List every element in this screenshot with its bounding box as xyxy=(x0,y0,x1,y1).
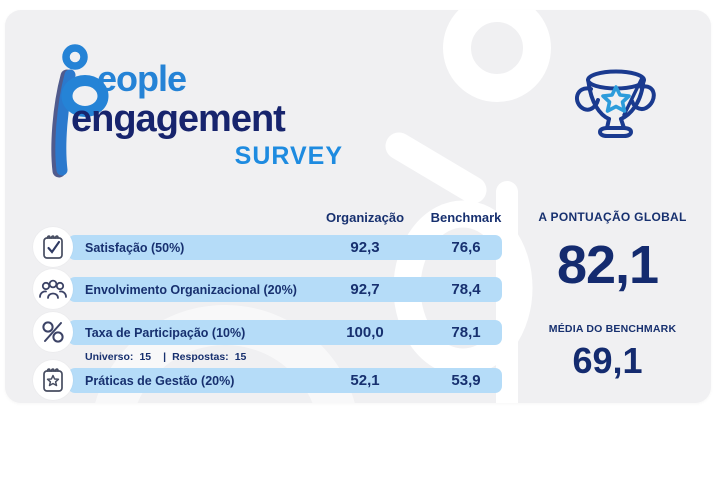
row-label: Taxa de Participação (10%) xyxy=(85,325,246,340)
logo-text-people: eople xyxy=(97,58,187,99)
report-card: eople engagement SURVEY Organização Benc… xyxy=(5,10,711,403)
universo-respostas-row: Universo: 15 | Respostas: 15 xyxy=(85,351,252,363)
table-row-satisfacao: Satisfação (50%) 92,3 76,6 xyxy=(68,235,502,260)
row-icon-circle xyxy=(33,227,73,267)
percent-icon xyxy=(42,321,64,343)
row-label: Satisfação (50%) xyxy=(85,240,185,255)
row-value-benchmark: 78,4 xyxy=(451,281,481,298)
row-value-organizacao: 92,7 xyxy=(350,281,380,298)
row-icon-circle xyxy=(33,312,73,352)
row-label: Envolvimento Organizacional (20%) xyxy=(85,282,297,297)
respostas-value: 15 xyxy=(234,351,247,363)
row-value-benchmark: 53,9 xyxy=(451,372,481,389)
global-score-value: 82,1 xyxy=(556,235,659,295)
clipboard-star-icon xyxy=(43,368,63,392)
table-row-envolvimento: Envolvimento Organizacional (20%) 92,7 7… xyxy=(68,277,502,302)
benchmark-average-value: 69,1 xyxy=(572,340,643,381)
logo-text-engagement: engagement xyxy=(71,98,286,140)
benchmark-average-label: MÉDIA DO BENCHMARK xyxy=(548,323,677,335)
universo-label: Universo: xyxy=(85,351,134,363)
row-value-organizacao: 92,3 xyxy=(350,239,380,256)
universo-value: 15 xyxy=(139,351,152,363)
global-score-label: A PONTUAÇÃO GLOBAL xyxy=(538,210,687,224)
trophy-star-icon xyxy=(601,85,631,113)
brand-logo: eople engagement SURVEY xyxy=(45,40,365,190)
column-header-organizacao: Organização xyxy=(325,210,405,225)
row-value-benchmark: 76,6 xyxy=(451,239,481,256)
respostas-label: Respostas: xyxy=(172,351,229,363)
column-header-benchmark: Benchmark xyxy=(430,210,502,225)
row-value-organizacao: 52,1 xyxy=(350,372,380,389)
table-row-praticas: Práticas de Gestão (20%) 52,1 53,9 xyxy=(68,368,502,393)
row-icon-circle xyxy=(33,269,73,309)
row-icon-circle xyxy=(33,360,73,400)
row-value-organizacao: 100,0 xyxy=(346,324,384,341)
table-row-participacao: Taxa de Participação (10%) 100,0 78,1 xyxy=(68,320,502,345)
row-label: Práticas de Gestão (20%) xyxy=(85,373,235,388)
person-p-logo-icon xyxy=(51,44,109,178)
trophy-icon xyxy=(574,69,656,138)
people-group-icon xyxy=(39,279,67,299)
logo-text-survey: SURVEY xyxy=(234,142,343,170)
row-value-benchmark: 78,1 xyxy=(451,324,481,341)
separator: | xyxy=(163,351,167,363)
clipboard-check-icon xyxy=(43,235,63,259)
